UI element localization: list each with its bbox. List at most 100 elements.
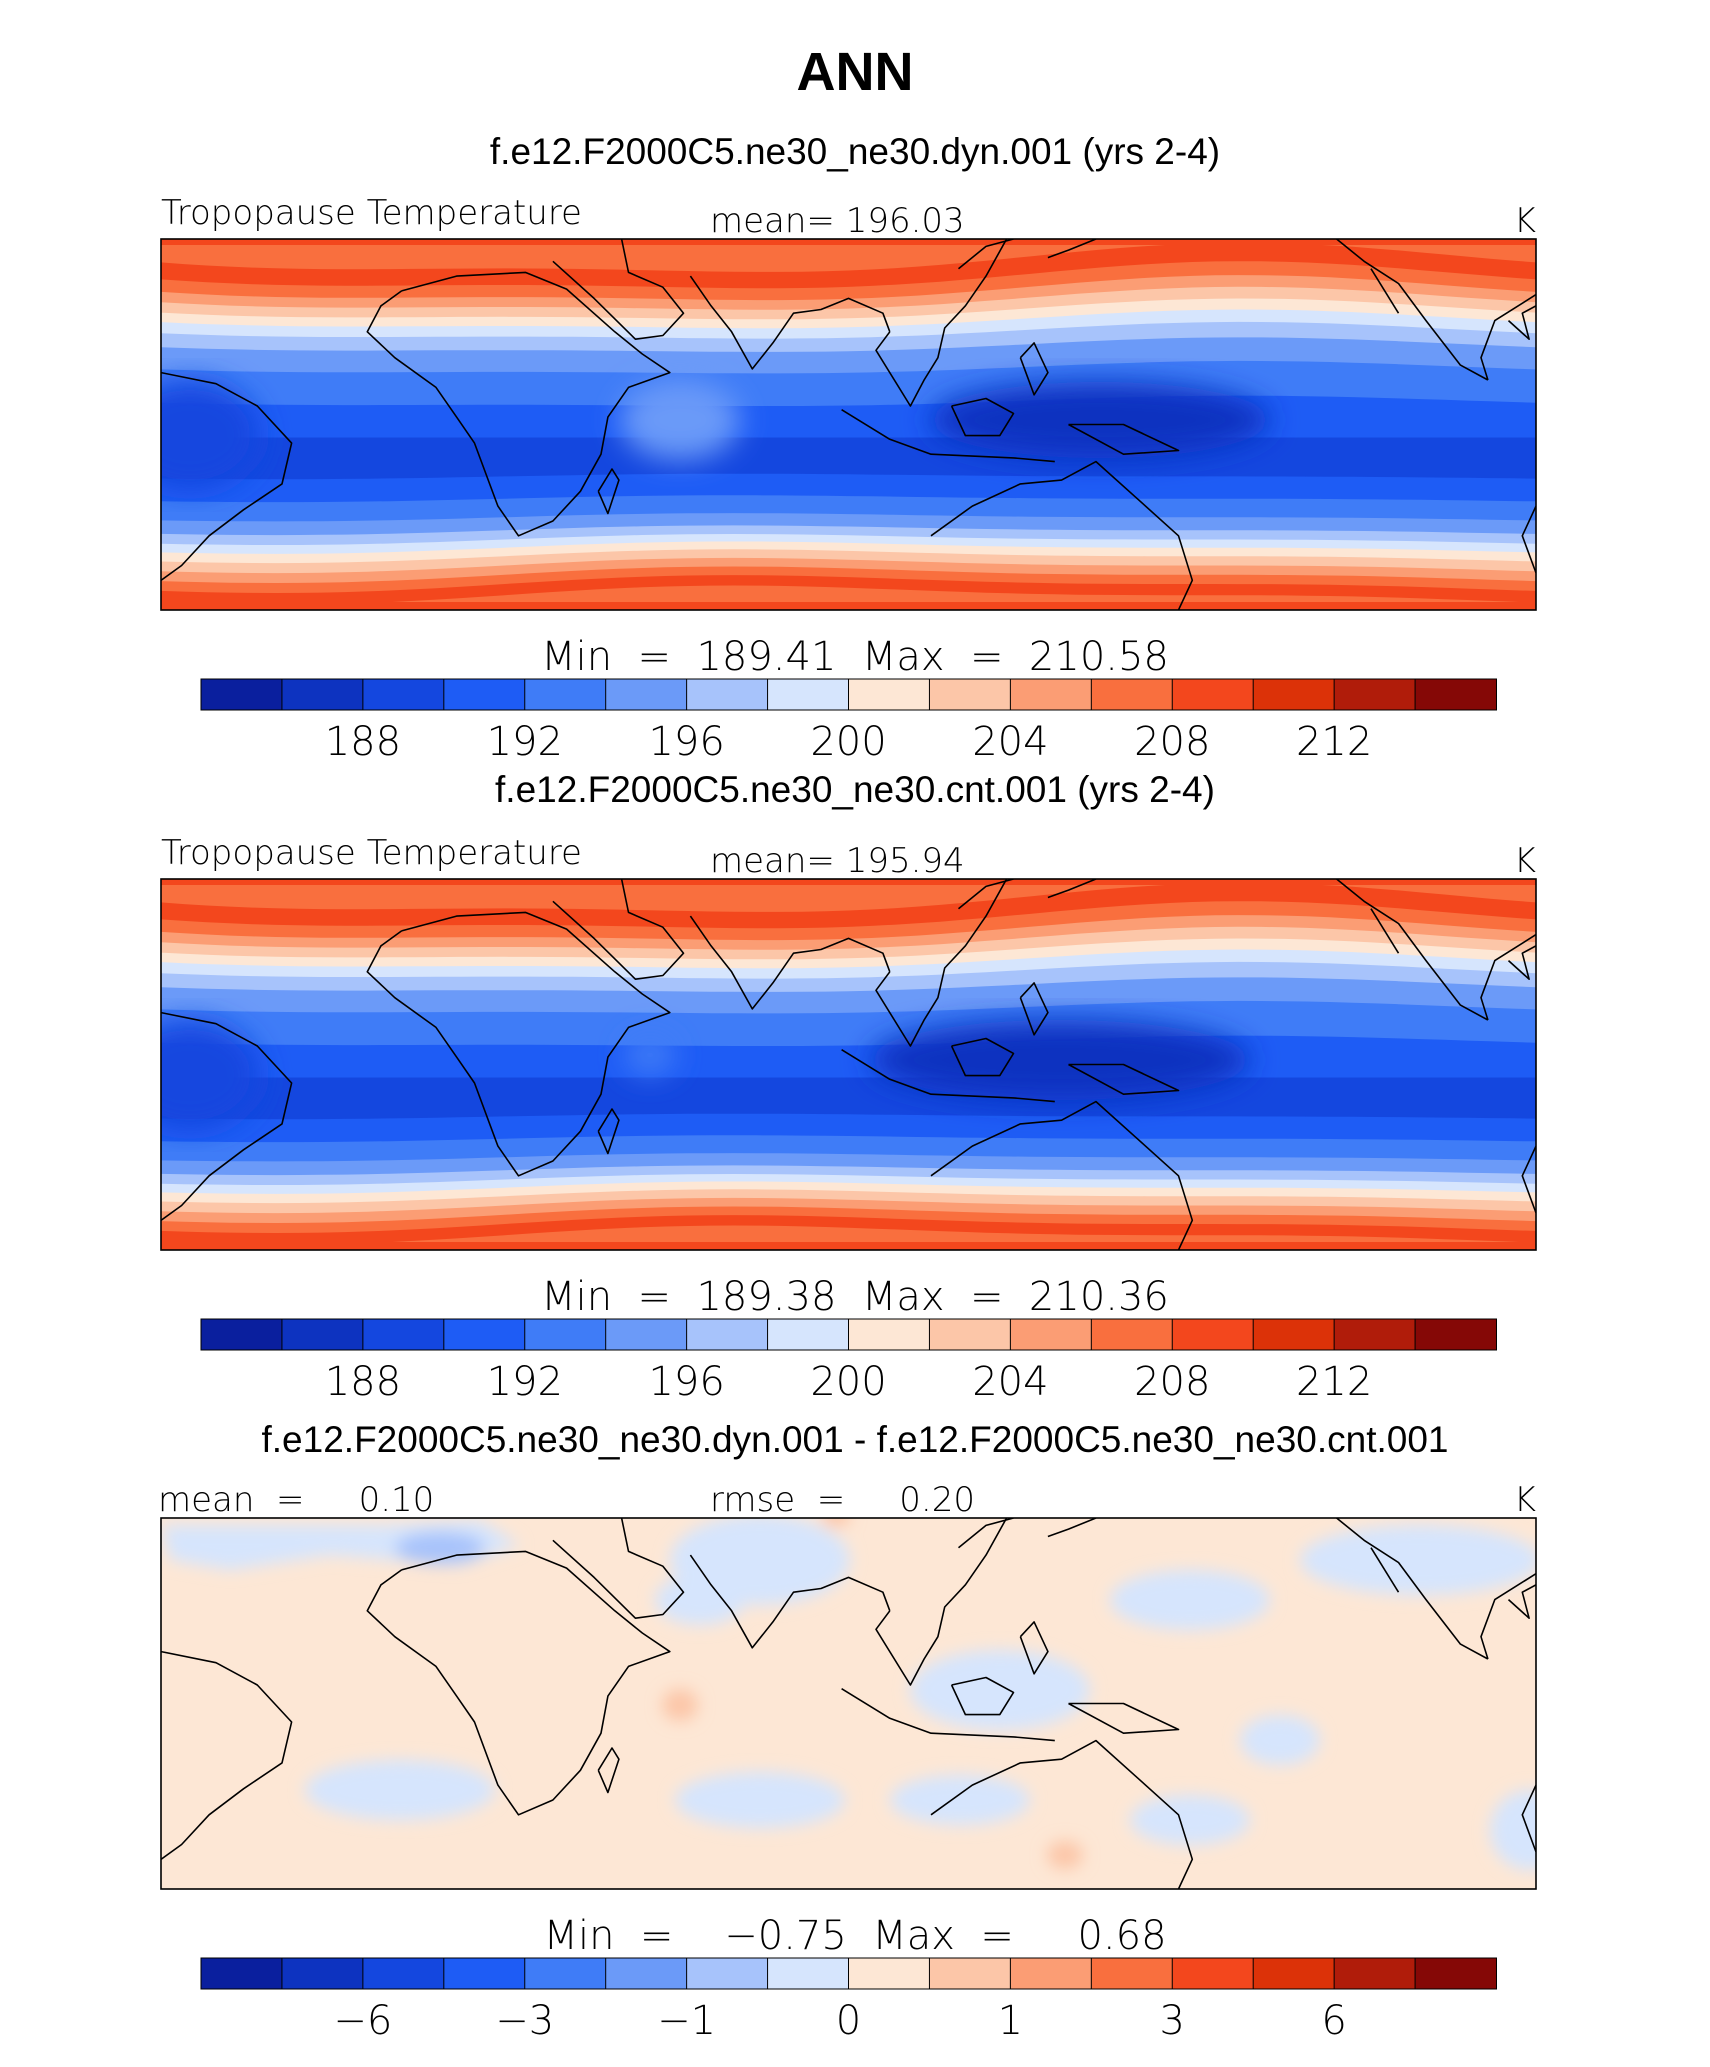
colorbar-tick-label: 200 [810, 1359, 886, 1405]
colorbar-tick-label: −3 [495, 1998, 554, 2044]
colorbar-tick-label: 204 [972, 719, 1048, 765]
coastline [552, 879, 685, 980]
coastline [597, 1108, 620, 1155]
contour-band [161, 879, 1536, 885]
colorbar-swatch [1009, 1318, 1093, 1351]
coastline [1521, 505, 1536, 574]
coastline [1068, 423, 1180, 455]
coastline [930, 460, 1194, 610]
colorbar-swatch [200, 678, 283, 711]
colorbar-tick-label: 212 [1296, 1359, 1372, 1405]
colorbar-tick-label: 188 [325, 1359, 401, 1405]
panel-2-colorbar [200, 1318, 1497, 1351]
colorbar-tick-label: 196 [648, 719, 724, 765]
coastline [841, 1688, 1055, 1742]
colorbar-tick-label: 3 [1160, 1998, 1185, 2044]
panel-1-colorbar-ticks: 188 192 196 200 204 208 212 [325, 719, 1373, 765]
coastline [1507, 305, 1536, 340]
coastline [161, 371, 293, 581]
coastline [930, 1100, 1194, 1250]
panel-3-rmse: rmse = 0.20 [710, 1480, 975, 1520]
contour-band [161, 437, 1536, 480]
colorbar-tick-label: 6 [1321, 1998, 1346, 2044]
coastline [1047, 1518, 1097, 1538]
coastline [366, 1550, 671, 1816]
coastline [930, 1739, 1194, 1889]
contour-band [161, 1242, 1536, 1250]
coastline [950, 1037, 1015, 1077]
panel-1-colorbar [200, 678, 1497, 711]
colorbar-swatch [1171, 1957, 1255, 1990]
colorbar-swatch [362, 1957, 445, 1990]
coastline [875, 879, 1008, 1047]
colorbar-swatch [848, 1957, 931, 1990]
coastline [1480, 293, 1536, 381]
colorbar-swatch [362, 678, 445, 711]
colorbar-swatch [767, 678, 850, 711]
coastline [875, 1518, 1008, 1686]
colorbar-swatch [443, 1318, 526, 1351]
colorbar-swatch [1171, 1318, 1255, 1351]
coastline [1507, 1584, 1536, 1619]
panel-1-coastlines [161, 239, 1536, 610]
panel-2-subtitle: f.e12.F2000C5.ne30_ne30.cnt.001 (yrs 2-4… [495, 769, 1215, 810]
panel-2-map [161, 879, 1536, 1250]
coastline [1068, 1063, 1180, 1095]
colorbar-tick-label: −6 [333, 1998, 392, 2044]
panel-1-minmax: Min = 189.41 Max = 210.58 [541, 634, 1169, 680]
coastline [950, 397, 1015, 437]
colorbar-swatch [605, 1318, 688, 1351]
coastline [1480, 933, 1536, 1021]
panel-1: f.e12.F2000C5.ne30_ne30.dyn.001 (yrs 2-4… [160, 131, 1537, 765]
coastline [841, 1049, 1055, 1103]
panel-1-units: K [1514, 201, 1536, 241]
panel-3-field-patches [161, 1518, 1536, 1870]
coastline [689, 275, 891, 370]
colorbar-tick-label: 196 [648, 1359, 724, 1405]
panel-2-mean: mean= 195.94 [710, 841, 965, 881]
coastline [161, 1011, 293, 1221]
figure-title: ANN [797, 42, 914, 102]
colorbar-swatch [362, 1318, 445, 1351]
panel-3-colorbar-ticks: −6 −3 −1 0 1 3 6 [333, 1998, 1346, 2044]
coastline [366, 911, 671, 1177]
coastline [1521, 1784, 1536, 1853]
coastline [1047, 239, 1097, 259]
contour-band [161, 1077, 1536, 1120]
colorbar-swatch [524, 1957, 607, 1990]
coastline [957, 239, 1014, 270]
coastline [1370, 268, 1400, 314]
colorbar-tick-label: 0 [836, 1998, 861, 2044]
colorbar-swatch [848, 678, 931, 711]
coastline [1370, 908, 1400, 954]
coastline [552, 1518, 685, 1619]
colorbar-swatch [1252, 1318, 1336, 1351]
colorbar-swatch [1009, 678, 1093, 711]
coastline [597, 468, 620, 515]
coastline [1047, 879, 1097, 899]
colorbar-swatch [200, 1318, 283, 1351]
coastline [1336, 1518, 1489, 1660]
colorbar-tick-label: 208 [1134, 719, 1210, 765]
colorbar-swatch [1414, 678, 1497, 711]
panel-1-map [161, 239, 1536, 610]
panel-3-colorbar [200, 1957, 1497, 1990]
panel-2-minmax: Min = 189.38 Max = 210.36 [541, 1274, 1169, 1320]
panel-1-field-bands [161, 239, 1536, 610]
panel-3-map-frame [160, 1517, 1537, 1890]
colorbar-swatch [524, 678, 607, 711]
coastline [957, 1518, 1014, 1549]
coastline [841, 409, 1055, 463]
contour-band [161, 602, 1536, 610]
colorbar-tick-label: 1 [998, 1998, 1023, 2044]
panel-1-variable-label: Tropopause Temperature [161, 193, 582, 233]
colorbar-swatch [1009, 1957, 1093, 1990]
panel-3-minmax: Min = −0.75 Max = 0.68 [543, 1913, 1166, 1959]
colorbar-swatch [605, 678, 688, 711]
panel-2: f.e12.F2000C5.ne30_ne30.cnt.001 (yrs 2-4… [160, 769, 1537, 1405]
colorbar-swatch [686, 678, 769, 711]
colorbar-swatch [1252, 678, 1336, 711]
coastline [597, 1747, 620, 1794]
colorbar-swatch [767, 1318, 850, 1351]
